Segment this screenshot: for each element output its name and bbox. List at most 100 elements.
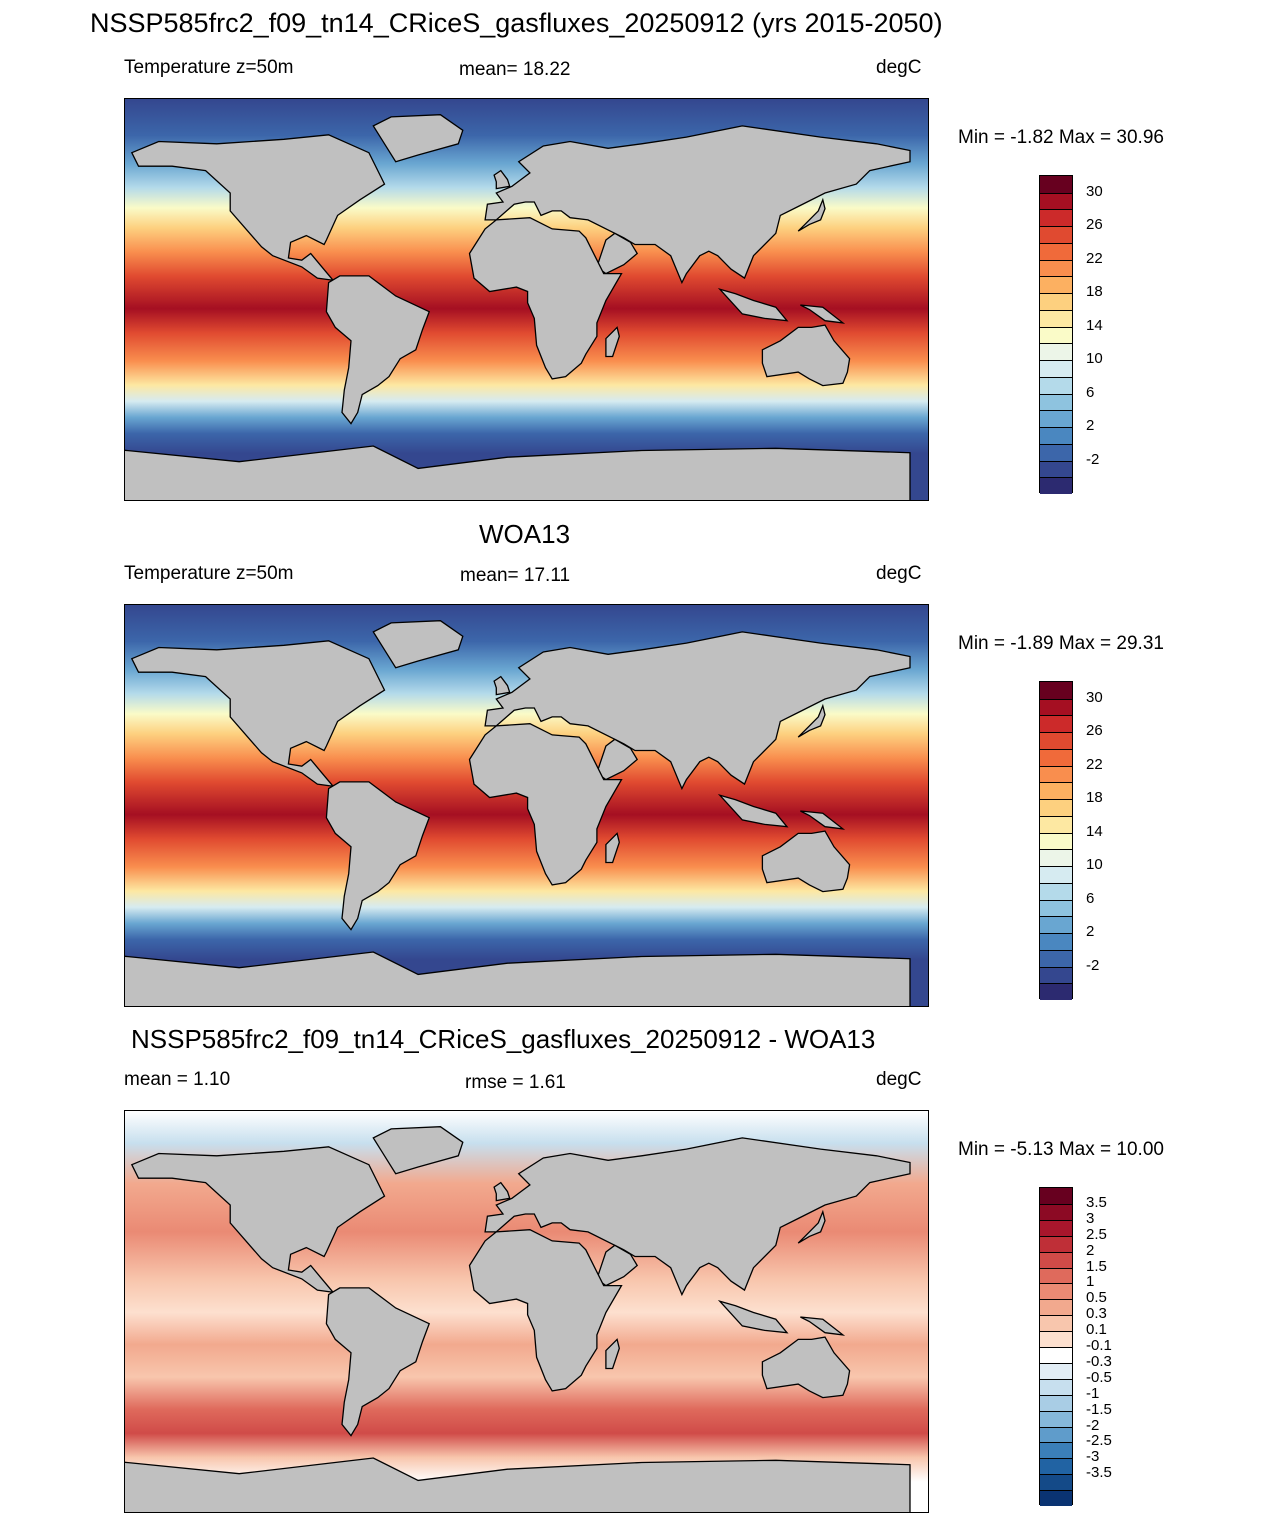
colorbar-segment [1040, 376, 1072, 395]
colorbar-tick-label: 26 [1086, 722, 1103, 740]
colorbar-tick-label: 0.1 [1086, 1321, 1107, 1339]
colorbar-segment [1040, 715, 1072, 733]
colorbar-segment [1040, 1203, 1072, 1221]
colorbar-segment [1040, 1315, 1072, 1332]
colorbar-tick-label: 18 [1086, 789, 1103, 807]
landmass-antarctica [125, 1457, 911, 1512]
colorbar-divider [1040, 899, 1072, 901]
colorbar-tick-label: 18 [1086, 283, 1103, 301]
colorbar-segment [1040, 815, 1072, 834]
landmass-new-guinea [800, 304, 846, 324]
colorbar-segment [1040, 748, 1072, 767]
colorbar-tick-label: 14 [1086, 316, 1103, 334]
colorbar-segment [1040, 1188, 1072, 1205]
min-max-label: Min = -5.13 Max = 10.00 [958, 1139, 1164, 1160]
landmass-africa [468, 1229, 623, 1392]
min-max-label: Min = -1.89 Max = 29.31 [958, 633, 1164, 654]
colorbar-segment [1040, 1331, 1072, 1348]
panel-left-label: Temperature z=50m [124, 57, 294, 78]
landmass-greenland [372, 620, 464, 669]
colorbar-tick-label: 0.5 [1086, 1289, 1107, 1307]
colorbar-segment [1040, 343, 1072, 361]
colorbar-divider [1040, 259, 1072, 261]
colorbar-divider [1040, 882, 1072, 884]
landmass-indonesia [717, 1300, 789, 1334]
colorbar-segment [1040, 1442, 1072, 1459]
colorbar-tick-label: 0.3 [1086, 1305, 1107, 1323]
colorbar-divider [1040, 748, 1072, 750]
panel-units-label: degC [876, 563, 922, 584]
colorbar-tick-label: -2 [1086, 956, 1100, 974]
colorbar-tick-label: 22 [1086, 249, 1103, 267]
landmass-uk [493, 675, 511, 696]
colorbar-segment [1040, 983, 1072, 1001]
colorbar-tick-label: 1 [1086, 1273, 1095, 1291]
colorbar-tick-label: 1.5 [1086, 1257, 1107, 1275]
landmass-madagascar [605, 832, 620, 864]
colorbar-segment [1040, 966, 1072, 984]
landmass-uk [493, 169, 511, 190]
colorbar-segment [1040, 259, 1072, 277]
landmass-south-america [325, 1287, 431, 1437]
colorbar [1039, 1187, 1073, 1507]
landmass-eurasia [484, 631, 911, 791]
colorbar-divider [1040, 427, 1072, 429]
colorbar-segment [1040, 427, 1072, 445]
landmass-indonesia [717, 288, 789, 322]
colorbar-divider [1040, 732, 1072, 734]
colorbar-divider [1040, 933, 1072, 935]
colorbar-segment [1040, 732, 1072, 750]
colorbar-segment [1040, 1267, 1072, 1284]
landmass-antarctica [125, 445, 911, 500]
colorbar-divider [1040, 966, 1072, 968]
colorbar-divider [1040, 1458, 1072, 1460]
landmass-madagascar [605, 326, 620, 358]
colorbar-segment [1040, 899, 1072, 917]
colorbar-tick-label: 30 [1086, 182, 1103, 200]
colorbar-divider [1040, 866, 1072, 868]
colorbar-segment [1040, 242, 1072, 261]
colorbar-segment [1040, 933, 1072, 951]
colorbar-divider [1040, 1347, 1072, 1348]
colorbar-segment [1040, 192, 1072, 210]
colorbar-segment [1040, 1410, 1072, 1427]
colorbar-segment [1040, 326, 1072, 344]
colorbar-divider [1040, 799, 1072, 801]
colorbar-divider [1040, 1299, 1072, 1301]
colorbar-tick-label: 22 [1086, 755, 1103, 773]
colorbar-segment [1040, 477, 1072, 495]
colorbar-segment [1040, 1235, 1072, 1253]
colorbar-divider [1040, 1362, 1072, 1364]
map-panel-obs [124, 604, 929, 1007]
colorbar-segment [1040, 293, 1072, 311]
colorbar-segment [1040, 410, 1072, 428]
colorbar-segment [1040, 1378, 1072, 1396]
colorbar-divider [1040, 1426, 1072, 1428]
min-max-label: Min = -1.82 Max = 30.96 [958, 127, 1164, 148]
landmass-africa [468, 217, 623, 380]
colorbar-divider [1040, 209, 1072, 211]
colorbar-divider [1040, 343, 1072, 345]
colorbar-divider [1040, 1203, 1072, 1205]
colorbar-segment [1040, 443, 1072, 462]
colorbar-divider [1040, 326, 1072, 328]
colorbar-divider [1040, 765, 1072, 767]
colorbar-tick-label: 2 [1086, 417, 1095, 435]
landmass-australia [761, 830, 851, 893]
landmass-africa [468, 723, 623, 886]
colorbar-tick-label: -2 [1086, 450, 1100, 468]
colorbar-segment [1040, 866, 1072, 884]
colorbar-divider [1040, 293, 1072, 295]
colorbar-tick-label: 3.5 [1086, 1193, 1107, 1211]
colorbar [1039, 175, 1073, 495]
colorbar-segment [1040, 1251, 1072, 1268]
colorbar-tick-label: 2 [1086, 923, 1095, 941]
landmass-north-america [130, 134, 386, 282]
colorbar-divider [1040, 849, 1072, 851]
colorbar-divider [1040, 1315, 1072, 1317]
landmass-eurasia [484, 1137, 911, 1297]
colorbar-divider [1040, 1267, 1072, 1269]
colorbar-divider [1040, 376, 1072, 378]
colorbar-segment [1040, 782, 1072, 800]
colorbar-divider [1040, 916, 1072, 918]
